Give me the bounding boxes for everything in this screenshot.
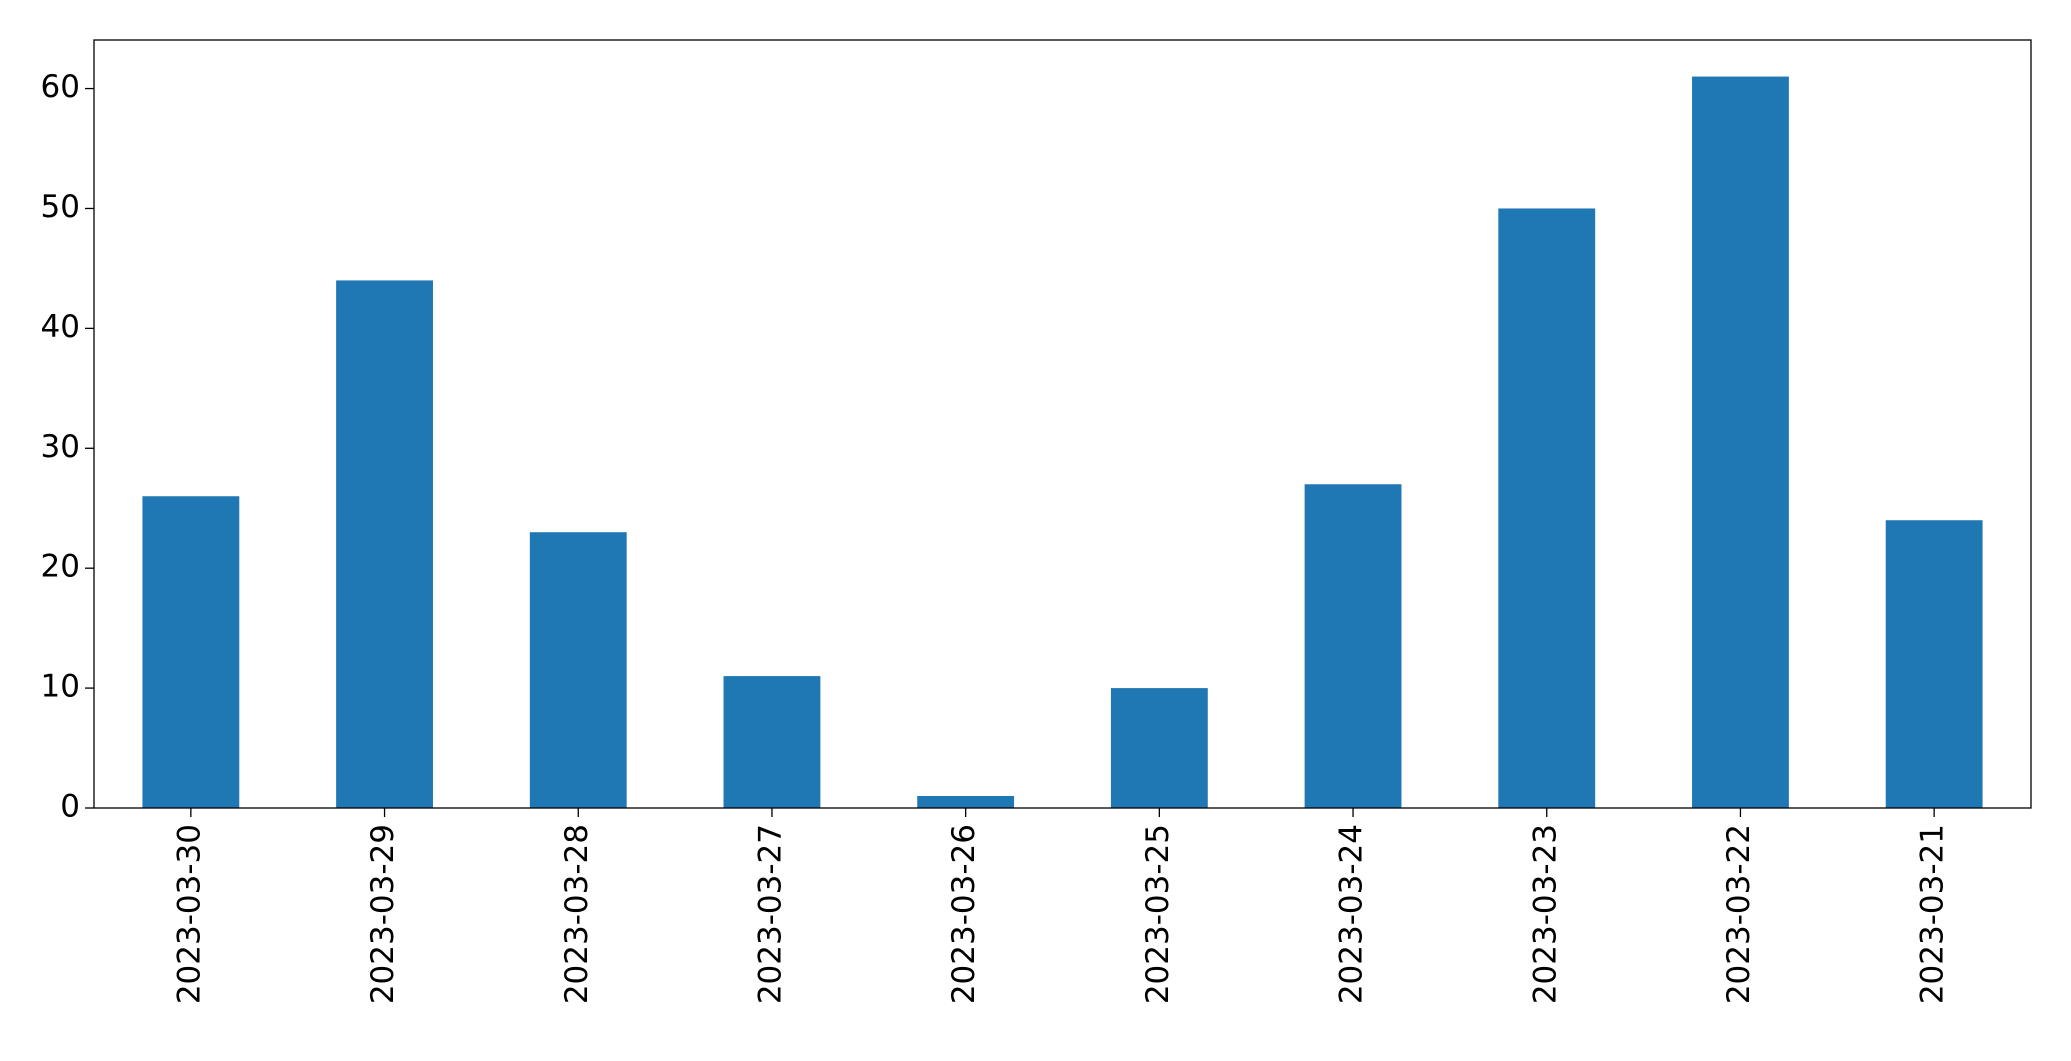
plot-frame [93, 39, 2032, 809]
x-tick-label: 2023-03-24 [1334, 824, 1370, 1004]
y-tick-label: 50 [41, 189, 80, 225]
bar [917, 796, 1015, 808]
x-tick-label: 2023-03-23 [1527, 824, 1563, 1004]
y-tick-label: 30 [41, 429, 80, 465]
bar [529, 532, 627, 808]
bar [142, 496, 240, 808]
x-tick-label: 2023-03-29 [365, 824, 401, 1004]
y-tick-label: 20 [41, 549, 80, 585]
y-tick-label: 60 [41, 69, 80, 105]
bar [1110, 688, 1208, 808]
bar [1304, 484, 1402, 808]
x-tick-label: 2023-03-28 [559, 824, 595, 1004]
y-tick-label: 40 [41, 309, 80, 345]
x-tick-label: 2023-03-27 [752, 824, 788, 1004]
y-tick-label: 10 [41, 669, 80, 705]
x-tick-label: 2023-03-22 [1721, 824, 1757, 1004]
bar [723, 676, 821, 808]
x-tick-label: 2023-03-30 [171, 824, 207, 1004]
x-tick-label: 2023-03-25 [1140, 824, 1176, 1004]
x-tick-label: 2023-03-26 [946, 824, 982, 1004]
x-tick-label: 2023-03-21 [1915, 824, 1951, 1004]
bar [336, 280, 433, 808]
y-tick-label: 0 [60, 789, 80, 825]
bar [1885, 520, 1983, 808]
bar [1498, 208, 1596, 808]
bar [1692, 76, 1789, 809]
